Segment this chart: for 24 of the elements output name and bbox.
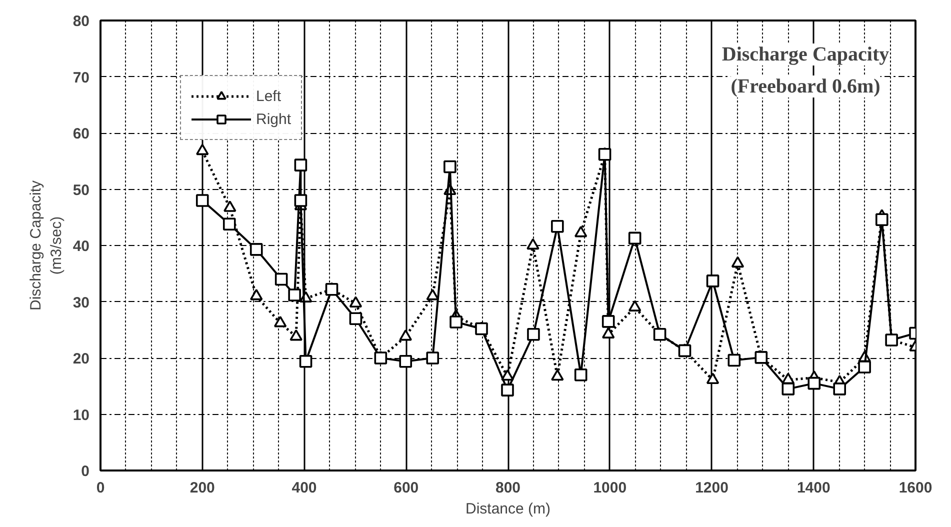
y-tick-label: 0 bbox=[81, 463, 90, 480]
y-tick-label: 30 bbox=[72, 294, 90, 312]
x-tick-label: 0 bbox=[96, 480, 105, 496]
y-axis-title: Discharge Capacity (m3/sec) bbox=[27, 180, 65, 311]
y-tick-label: 80 bbox=[72, 13, 90, 30]
x-tick-label: 1000 bbox=[593, 480, 627, 496]
x-tick-label: 400 bbox=[292, 480, 317, 496]
x-tick-label: 1200 bbox=[695, 480, 728, 496]
y-tick-label: 40 bbox=[72, 238, 90, 255]
x-tick-label: 200 bbox=[190, 480, 215, 496]
x-tick-label: 600 bbox=[394, 480, 419, 496]
text: Discharge Capacity bbox=[722, 44, 890, 66]
legend-label: Left bbox=[256, 88, 282, 104]
legend-label: Right bbox=[256, 110, 292, 128]
y-tick-label: 70 bbox=[72, 69, 90, 86]
x-tick-label: 1600 bbox=[898, 480, 932, 496]
x-tick-label: 800 bbox=[495, 480, 521, 496]
x-tick-label: 1400 bbox=[796, 480, 830, 496]
text: (Freeboard 0.6m) bbox=[730, 76, 880, 98]
y-tick-label: 60 bbox=[72, 126, 90, 142]
y-tick-label: 50 bbox=[72, 182, 90, 199]
x-axis-title: Distance (m) bbox=[465, 500, 551, 518]
y-tick-label: 10 bbox=[72, 406, 90, 424]
y-tick-label: 20 bbox=[72, 350, 90, 368]
